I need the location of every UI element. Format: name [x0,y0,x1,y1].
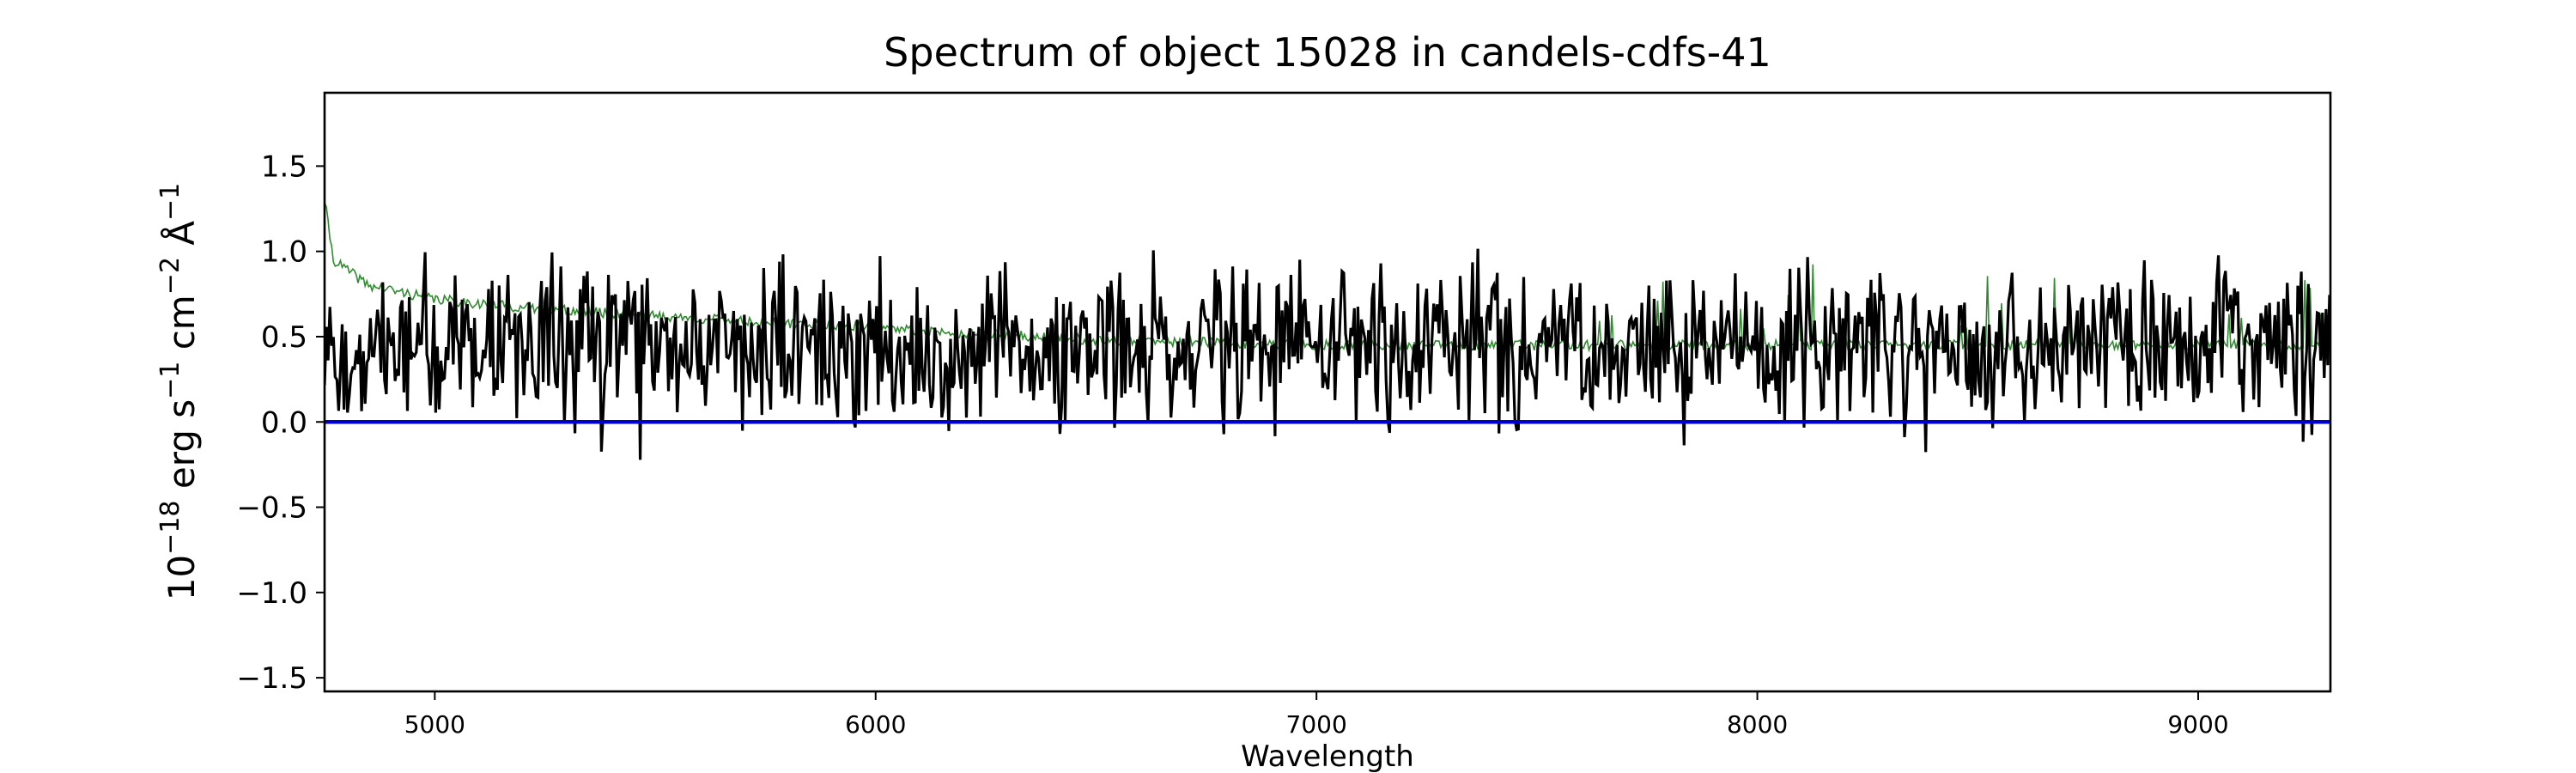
y-axis-label: 10−18 erg s−1 cm−2 Å−1 [155,183,203,601]
y-tick-label: 0.5 [261,320,307,355]
flux-spectrum-line [325,248,2330,460]
y-tick-label: 0.0 [261,405,307,440]
axes-frame [323,91,2332,693]
x-axis-label: Wavelength [1241,740,1414,773]
x-tick-label: 6000 [845,710,906,739]
y-tick-label: −1.0 [236,576,307,611]
x-tick-label: 7000 [1286,710,1347,739]
x-tick-label: 8000 [1727,710,1788,739]
y-tick-label: −1.5 [236,661,307,696]
plot-area: −1.5 −1.0 −0.5 0.0 0.5 1.0 1.5 5000 6000 7000 800… [236,91,2332,739]
y-tick-label: 1.0 [261,235,307,270]
y-tick-group: −1.5 −1.0 −0.5 0.0 0.5 1.0 1.5 [236,149,325,696]
y-tick-label: 1.5 [261,149,307,184]
x-tick-label: 9000 [2167,710,2228,739]
chart-title: Spectrum of object 15028 in candels-cdfs… [884,29,1771,76]
y-tick-label: −0.5 [236,491,307,526]
x-tick-group: 5000 6000 7000 8000 9000 [404,691,2229,739]
x-tick-label: 5000 [404,710,465,739]
